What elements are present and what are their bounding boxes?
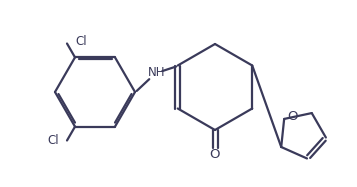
Text: O: O: [287, 110, 298, 123]
Text: Cl: Cl: [75, 35, 87, 48]
Text: NH: NH: [148, 66, 165, 79]
Text: O: O: [210, 148, 220, 162]
Text: Cl: Cl: [47, 134, 59, 147]
